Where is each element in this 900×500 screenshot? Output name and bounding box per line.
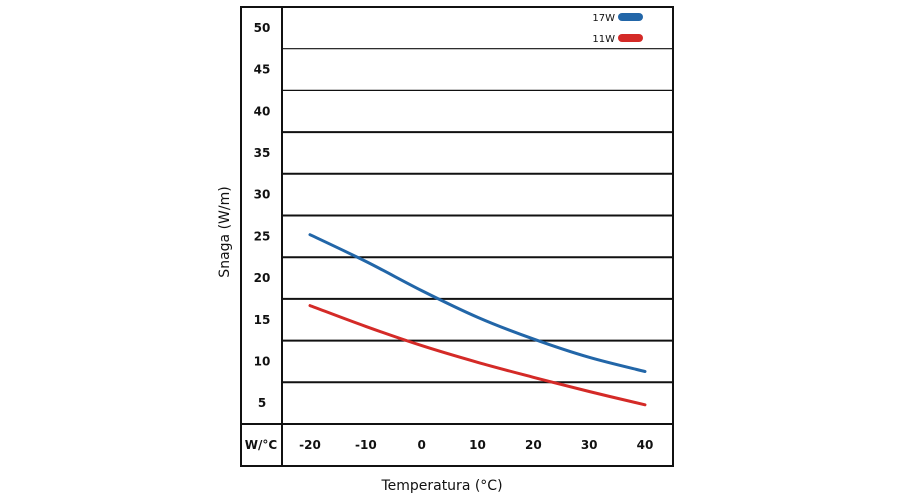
x-axis-label: Temperatura (°C) (380, 478, 502, 494)
legend-swatch-17w (618, 13, 643, 21)
legend-label-11w: 11W (592, 34, 615, 45)
corner-label: W/°C (245, 438, 278, 452)
y-tick-label: 35 (254, 146, 271, 160)
y-tick-label: 30 (254, 188, 271, 202)
y-tick-label: 5 (258, 396, 266, 410)
x-tick-label: 40 (637, 438, 654, 452)
x-tick-labels: -20 -10 0 10 20 30 40 (299, 438, 653, 452)
legend: 17W 11W (592, 13, 643, 45)
y-tick-label: 40 (254, 104, 271, 118)
x-tick-label: 20 (525, 438, 542, 452)
chart-frame (240, 6, 674, 467)
x-tick-label: -20 (299, 438, 321, 452)
series-line-17w (308, 233, 647, 373)
y-tick-labels: 5 10 15 20 25 30 35 40 45 50 (254, 21, 271, 410)
y-tick-label: 45 (254, 63, 271, 77)
series-lines (308, 233, 647, 407)
y-tick-label: 20 (254, 271, 271, 285)
y-tick-label: 25 (254, 229, 271, 243)
legend-swatch-11w (618, 34, 643, 42)
y-tick-label: 50 (254, 21, 271, 35)
y-tick-label: 15 (254, 313, 271, 327)
x-tick-label: -10 (355, 438, 377, 452)
x-tick-label: 10 (469, 438, 486, 452)
x-tick-label: 0 (417, 438, 425, 452)
y-tick-label: 10 (254, 354, 271, 368)
series-line-11w (308, 304, 647, 407)
y-axis-label: Snaga (W/m) (217, 186, 233, 277)
x-tick-label: 30 (581, 438, 598, 452)
gridlines (282, 48, 673, 384)
legend-label-17w: 17W (592, 13, 615, 24)
